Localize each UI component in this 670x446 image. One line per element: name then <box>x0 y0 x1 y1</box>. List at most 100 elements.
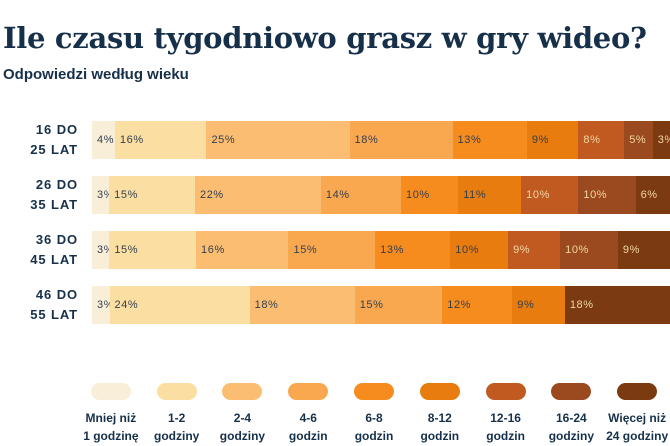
legend-item: 1-2 godziny <box>144 383 210 445</box>
legend: Mniej niż 1 godzinę 1-2 godziny 2-4 godziny 4-… <box>78 383 670 445</box>
legend-swatch <box>156 383 197 400</box>
legend-swatch <box>419 383 460 400</box>
legend-item: 2-4 godziny <box>210 383 276 445</box>
stacked-bar: 4% 16% 25% 18% 13% 9% 8% 5% 3% <box>92 121 670 159</box>
row-label: 46 DO 55 LAT <box>30 287 78 322</box>
bar-segment: 3% <box>92 231 114 269</box>
bar-segment: 15% <box>109 231 197 269</box>
segment-value: 8% <box>583 134 601 146</box>
segment-value: 10% <box>583 189 608 201</box>
segment-value: 10% <box>565 244 589 256</box>
legend-label: 12-16 godzin <box>486 411 525 443</box>
bar-segment: 15% <box>288 231 376 269</box>
segment-value: 9% <box>517 299 535 311</box>
legend-item: 4-6 godzin <box>275 383 341 445</box>
segment-value: 24% <box>114 299 139 311</box>
legend-label: 16-24 godziny <box>548 411 595 443</box>
bar-segment: 14% <box>320 176 401 214</box>
bar-segment: 18% <box>249 286 355 324</box>
bar-segment: 12% <box>442 286 513 324</box>
segment-value: 15% <box>114 189 138 201</box>
legend-label: 8-12 godzin <box>420 411 460 443</box>
page-title: Ile czasu tygodniowo grasz w gry wideo? <box>3 21 647 55</box>
legend-label: 2-4 godziny <box>219 411 266 443</box>
legend-swatch <box>617 383 658 400</box>
row-label: 26 DO 35 LAT <box>30 177 78 212</box>
segment-value: 15% <box>114 244 139 256</box>
legend-swatch <box>288 383 329 400</box>
legend-swatch <box>551 383 592 400</box>
bar-segment: 24% <box>109 286 250 324</box>
segment-value: 15% <box>293 244 318 256</box>
legend-label: 4-6 godzin <box>288 411 328 443</box>
bar-segment: 9% <box>526 121 579 159</box>
bar-segment: 9% <box>508 231 561 269</box>
segment-value: 18% <box>354 134 379 146</box>
bar-segment: 4% <box>92 121 115 159</box>
segment-value: 12% <box>447 299 472 311</box>
segment-value: 10% <box>405 189 430 201</box>
segment-value: 9% <box>622 244 641 256</box>
bar-segment: 10% <box>450 231 509 269</box>
bar-segment: 22% <box>194 176 321 214</box>
stacked-bar: 3% 24% 18% 15% 12% 9% 18% <box>92 286 670 324</box>
bar-segment: 15% <box>109 176 195 214</box>
legend-swatch <box>90 383 131 400</box>
page-subtitle: Odpowiedzi według wieku <box>3 66 189 83</box>
bar-segment: 18% <box>564 286 670 324</box>
legend-swatch <box>485 383 526 400</box>
segment-value: 13% <box>380 244 404 256</box>
bar-segment: 25% <box>206 121 350 159</box>
segment-value: 5% <box>629 134 647 146</box>
segment-value: 10% <box>455 244 480 256</box>
bar-segment: 18% <box>349 121 453 159</box>
row-label: 16 DO 25 LAT <box>30 122 78 157</box>
legend-label: 6-8 godzin <box>354 411 394 443</box>
bar-segment: 10% <box>560 231 618 269</box>
bar-segment: 15% <box>354 286 443 324</box>
legend-label: Mniej niż 1 godzinę <box>83 411 139 443</box>
bar-row: 46 DO 55 LAT 3% 24% 18% 15% 12% 9% 18% <box>0 286 670 324</box>
bar-row: 26 DO 35 LAT 3% 15% 22% 14% 10% 11% 10% 10% 6% <box>0 176 670 214</box>
legend-item: 12-16 godzin <box>473 383 539 445</box>
segment-value: 14% <box>325 189 350 201</box>
segment-value: 18% <box>569 299 594 311</box>
segment-value: 13% <box>457 134 482 146</box>
bar-row: 36 DO 45 LAT 3% 15% 16% 15% 13% 10% 9% 10% 9% <box>0 231 670 269</box>
legend-swatch <box>222 383 263 400</box>
bar-segment: 13% <box>452 121 527 159</box>
bar-segment: 13% <box>375 231 451 269</box>
stacked-bar: 3% 15% 16% 15% 13% 10% 9% 10% 9% <box>92 231 670 269</box>
segment-value: 3% <box>97 299 115 311</box>
legend-item: 6-8 godzin <box>341 383 407 445</box>
segment-value: 18% <box>254 299 279 311</box>
bar-segment: 3% <box>92 176 114 214</box>
segment-value: 9% <box>531 134 550 146</box>
bar-segment: 3% <box>652 121 670 159</box>
segment-value: 25% <box>211 134 236 146</box>
segment-value: 6% <box>640 189 658 201</box>
segment-value: 3% <box>657 134 670 146</box>
segment-value: 22% <box>199 189 224 201</box>
bar-segment: 16% <box>114 121 207 159</box>
segment-value: 15% <box>359 299 384 311</box>
bar-segment: 3% <box>92 286 114 324</box>
legend-label: 1-2 godziny <box>154 411 200 443</box>
segment-value: 16% <box>201 244 225 256</box>
segment-value: 9% <box>513 244 531 256</box>
bar-segment: 10% <box>400 176 459 214</box>
bar-segment: 10% <box>578 176 636 214</box>
legend-item: 8-12 godzin <box>407 383 473 445</box>
legend-item: Mniej niż 1 godzinę <box>78 383 144 445</box>
bar-segment: 9% <box>512 286 565 324</box>
row-label: 36 DO 45 LAT <box>30 232 78 267</box>
stacked-bar: 3% 15% 22% 14% 10% 11% 10% 10% 6% <box>92 176 670 214</box>
segment-value: 10% <box>526 189 550 201</box>
bar-segment: 6% <box>635 176 670 214</box>
legend-swatch <box>354 383 395 400</box>
bar-segment: 5% <box>624 121 653 159</box>
segment-value: 4% <box>97 134 115 146</box>
